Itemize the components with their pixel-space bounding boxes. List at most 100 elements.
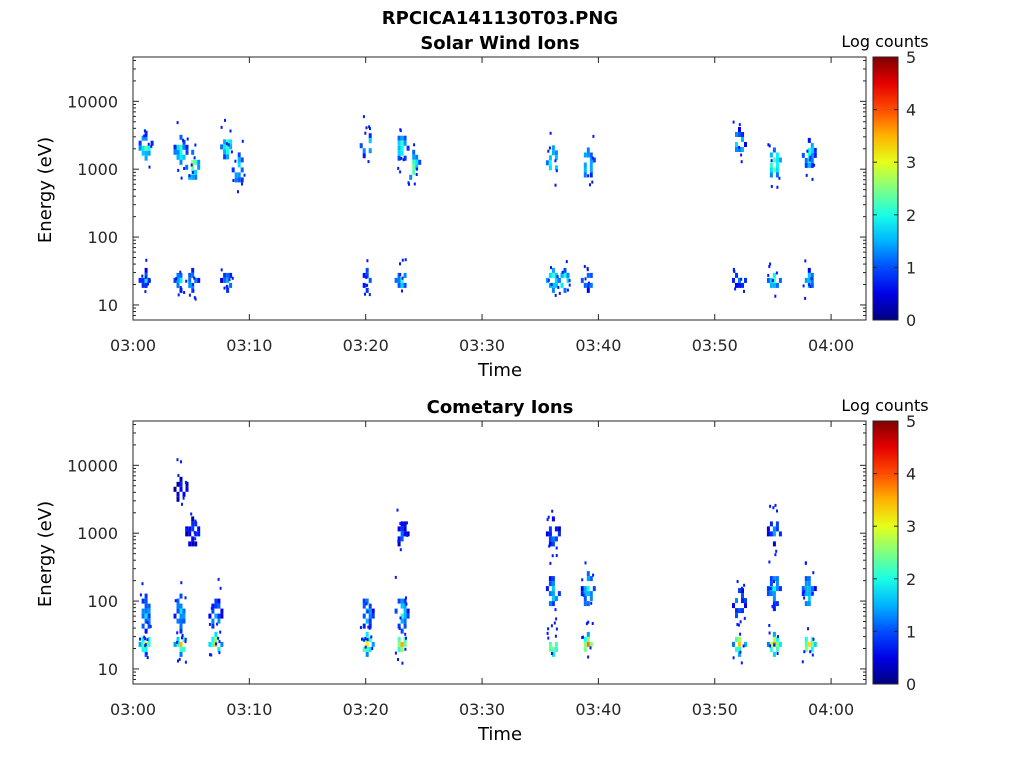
- heatmap-cell: [177, 168, 180, 172]
- panel-title: Cometary Ions: [427, 397, 574, 418]
- heatmap-cell: [583, 172, 587, 178]
- heatmap-cell: [804, 646, 808, 652]
- heatmap-cell: [734, 287, 737, 291]
- heatmap-cell: [217, 646, 221, 652]
- heatmap-cell: [766, 277, 770, 283]
- heatmap-cell: [173, 641, 177, 647]
- heatmap-cell: [394, 608, 398, 614]
- heatmap-cell: [766, 641, 770, 647]
- heatmap-cell: [801, 591, 805, 597]
- heatmap-cell: [194, 297, 197, 301]
- heatmap-cell: [176, 598, 180, 604]
- heatmap-cell: [774, 553, 777, 557]
- heatmap-cell: [214, 631, 218, 637]
- heatmap-cell: [771, 604, 774, 608]
- heatmap-cell: [188, 174, 191, 178]
- heatmap-cell: [394, 277, 398, 283]
- heatmap-cell: [226, 139, 230, 145]
- heatmap-cell: [583, 265, 586, 268]
- heatmap-cell: [769, 282, 773, 288]
- heatmap-cell: [138, 641, 142, 647]
- heatmap-cell: [365, 126, 368, 130]
- heatmap-cell: [394, 575, 397, 579]
- heatmap-cell: [768, 631, 771, 635]
- heatmap-cell: [406, 145, 410, 151]
- heatmap-cell: [145, 652, 148, 656]
- heatmap-cell: [555, 554, 558, 557]
- heatmap-cell: [220, 144, 224, 150]
- heatmap-cell: [176, 481, 180, 487]
- heatmap-cell: [399, 522, 402, 525]
- heatmap-cell: [144, 155, 148, 161]
- heatmap-cell: [545, 277, 549, 283]
- heatmap-layer: [138, 115, 817, 301]
- heatmap-cell: [182, 138, 184, 142]
- heatmap-cell: [141, 135, 145, 141]
- heatmap-cell: [146, 656, 149, 660]
- heatmap-cell: [804, 157, 808, 163]
- heatmap-cell: [208, 613, 212, 619]
- heatmap-cell: [217, 618, 221, 624]
- heatmap-cell: [182, 613, 186, 619]
- heatmap-cell: [555, 546, 558, 550]
- heatmap-cell: [583, 601, 587, 607]
- y-tick-label: 1000: [77, 160, 118, 179]
- heatmap-cell: [409, 174, 413, 180]
- heatmap-cell: [185, 531, 189, 537]
- heatmap-cell: [415, 159, 419, 165]
- heatmap-cell: [226, 149, 230, 155]
- heatmap-cell: [547, 149, 550, 153]
- heatmap-cell: [804, 581, 808, 587]
- heatmap-cell: [371, 613, 375, 619]
- heatmap-cell: [210, 606, 213, 610]
- heatmap-cell: [769, 591, 773, 597]
- heatmap-cell: [813, 641, 817, 647]
- heatmap-cell: [176, 608, 180, 614]
- heatmap-cell: [551, 145, 555, 151]
- heatmap-cell: [144, 145, 148, 151]
- heatmap-cell: [776, 652, 779, 655]
- heatmap-cell: [418, 159, 422, 165]
- heatmap-cell: [583, 586, 587, 592]
- heatmap-cell: [397, 536, 401, 542]
- heatmap-cell: [194, 174, 198, 180]
- heatmap-cell: [397, 641, 401, 647]
- heatmap-cell: [217, 598, 221, 604]
- heatmap-cell: [194, 143, 197, 147]
- heatmap-cell: [810, 272, 814, 278]
- heatmap-cell: [804, 601, 808, 607]
- heatmap-cell: [771, 279, 774, 283]
- heatmap-cell: [551, 581, 555, 587]
- heatmap-cell: [548, 591, 552, 597]
- heatmap-cell: [403, 140, 407, 146]
- x-axis-label: Time: [477, 360, 522, 381]
- heatmap-cell: [219, 586, 222, 590]
- heatmap-cell: [398, 626, 401, 630]
- heatmap-cell: [807, 641, 811, 647]
- heatmap-cell: [191, 526, 195, 532]
- heatmap-cell: [548, 165, 552, 171]
- heatmap-cell: [223, 277, 227, 283]
- x-tick-label: 03:40: [575, 700, 621, 719]
- x-tick-label: 03:10: [226, 700, 272, 719]
- heatmap-cell: [368, 646, 372, 652]
- heatmap-cell: [412, 164, 416, 170]
- heatmap-cell: [813, 586, 817, 592]
- heatmap-cell: [582, 593, 585, 597]
- heatmap-cell: [744, 598, 747, 604]
- heatmap-cell: [371, 608, 375, 614]
- heatmap-cell: [179, 154, 183, 160]
- heatmap-cell: [234, 159, 237, 163]
- heatmap-cell: [777, 635, 779, 639]
- heatmap-cell: [397, 282, 401, 288]
- heatmap-cell: [403, 272, 407, 278]
- heatmap-cell: [364, 645, 367, 649]
- heatmap-cell: [181, 502, 183, 506]
- heatmap-cell: [144, 130, 148, 136]
- heatmap-cell: [365, 641, 369, 647]
- heatmap-cell: [359, 143, 363, 149]
- heatmap-cell: [237, 190, 239, 194]
- heatmap-cell: [772, 531, 776, 537]
- heatmap-cell: [741, 137, 744, 142]
- heatmap-cell: [177, 293, 180, 297]
